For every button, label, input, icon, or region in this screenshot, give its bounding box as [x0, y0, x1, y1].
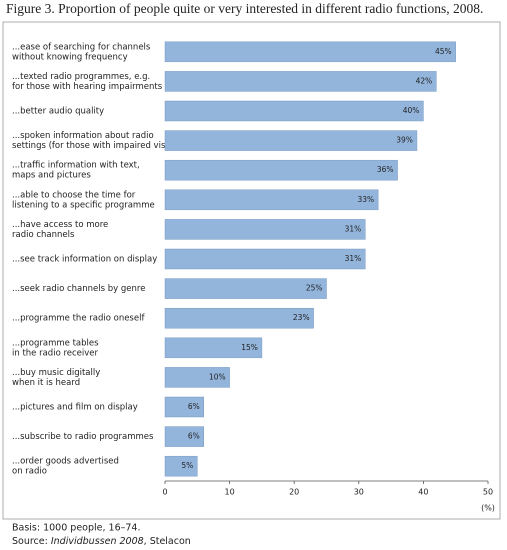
bar	[164, 41, 456, 63]
bar	[164, 367, 230, 388]
x-tick-label: 40	[418, 488, 428, 497]
bar	[164, 71, 437, 92]
bar	[164, 337, 263, 359]
category-label: ...order goods advertised	[12, 457, 119, 467]
x-tick-label: 20	[289, 488, 299, 497]
category-label: ...programme the radio oneself	[12, 314, 145, 324]
x-tick-label: 50	[483, 488, 493, 497]
bar	[164, 130, 418, 151]
value-label: 5%	[181, 461, 193, 470]
category-label: radio channels	[12, 230, 75, 240]
bar	[164, 219, 366, 240]
bar	[164, 248, 366, 270]
category-label: ...traffic information with text,	[12, 161, 140, 171]
category-label: ...texted radio programmes, e.g.	[12, 72, 150, 82]
basis-note: Basis: 1000 people, 16–74.	[12, 523, 140, 534]
source-note: Source: Individbussen 2008, Stelacon	[12, 536, 191, 547]
category-label: for those with hearing impairments	[12, 82, 163, 92]
bar	[164, 455, 198, 477]
category-label: ...able to choose the time for	[12, 190, 136, 200]
x-axis-label: (%)	[481, 504, 495, 513]
value-label: 10%	[209, 372, 226, 381]
value-label: 31%	[345, 254, 362, 263]
value-label: 31%	[345, 224, 362, 233]
value-label: 15%	[241, 343, 258, 352]
bar	[164, 426, 205, 447]
category-label: on radio	[12, 467, 47, 477]
value-label: 6%	[188, 402, 200, 411]
category-label: ...seek radio channels by genre	[12, 284, 145, 294]
value-label: 25%	[306, 284, 323, 293]
category-label: listening to a specific programme	[12, 200, 155, 210]
chart-frame	[2, 21, 501, 520]
x-tick-label: 30	[354, 488, 364, 497]
value-label: 6%	[188, 432, 200, 441]
category-label: when it is heard	[12, 378, 80, 388]
bar	[164, 278, 327, 299]
category-label: settings (for those with impaired vision…	[12, 141, 182, 151]
chart-title: Figure 3. Proportion of people quite or …	[6, 1, 483, 16]
value-label: 36%	[377, 165, 394, 174]
category-label: ...spoken information about radio	[12, 131, 154, 141]
bar	[164, 189, 379, 211]
category-label: ...better audio quality	[12, 107, 104, 117]
category-label: in the radio receiver	[12, 348, 99, 358]
category-label: ...buy music digitally	[12, 368, 100, 378]
x-tick-label: 10	[225, 488, 235, 497]
x-tick-label: 0	[162, 488, 167, 497]
value-label: 33%	[358, 195, 375, 204]
bar	[164, 159, 398, 181]
value-label: 42%	[416, 76, 433, 85]
source-prefix: Source:	[12, 536, 51, 547]
bar	[164, 100, 424, 122]
bar	[164, 396, 205, 418]
category-label: ...pictures and film on display	[12, 403, 138, 413]
category-label: ...programme tables	[12, 338, 99, 348]
category-label: without knowing frequency	[12, 52, 128, 62]
category-label: ...see track information on display	[12, 255, 157, 265]
category-label: ...have access to more	[12, 220, 108, 230]
value-label: 39%	[396, 136, 413, 145]
category-label: maps and pictures	[12, 171, 91, 181]
bar	[164, 307, 314, 329]
value-label: 23%	[293, 313, 310, 322]
category-label: ...ease of searching for channels	[12, 42, 151, 52]
value-label: 45%	[435, 47, 452, 56]
value-label: 40%	[403, 106, 420, 115]
category-label: ...subscribe to radio programmes	[12, 432, 154, 442]
source-suffix: , Stelacon	[144, 536, 191, 547]
source-italic: Individbussen 2008	[51, 536, 144, 547]
